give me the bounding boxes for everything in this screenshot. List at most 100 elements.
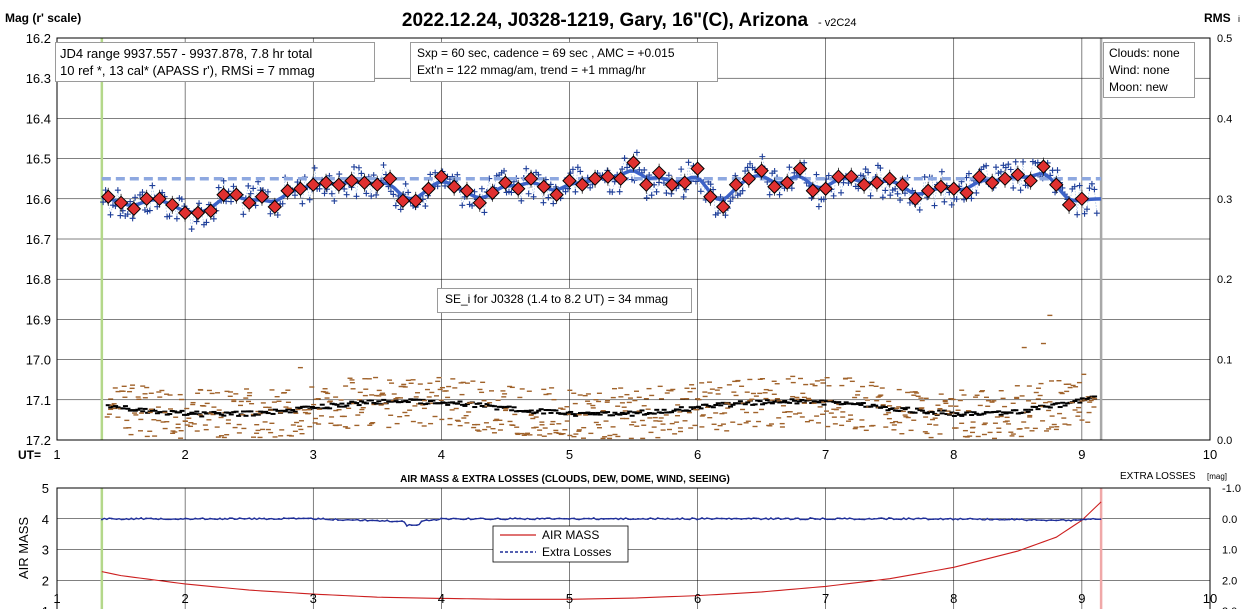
am-y2-tick-label: 0.0 (1222, 514, 1237, 526)
avg-point (972, 169, 987, 184)
am-y2-tick-label: 3.0 (1222, 606, 1237, 609)
y-tick-label: 17.1 (26, 393, 51, 408)
avg-point (434, 169, 449, 184)
raw-point (801, 159, 808, 166)
raw-point (481, 209, 488, 216)
raw-point (1076, 182, 1083, 189)
raw-point (825, 172, 832, 179)
airmass-chart-title: AIR MASS & EXTRA LOSSES (CLOUDS, DEW, DO… (400, 474, 730, 485)
extra-losses-point (292, 517, 295, 519)
raw-point (540, 199, 547, 206)
raw-point (813, 171, 820, 178)
extra-losses-point (597, 518, 600, 521)
extra-losses-point (740, 518, 743, 520)
avg-point (370, 177, 385, 192)
raw-point (892, 185, 899, 192)
jd-range-box: JD4 range 9937.557 - 9937.878, 7.8 hr to… (55, 42, 375, 82)
raw-point (968, 195, 975, 202)
extra-losses-point (952, 518, 954, 521)
avg-point (421, 181, 436, 196)
extra-losses-point (273, 518, 275, 520)
extra-losses-point (317, 517, 320, 520)
am-x-tick-label: 6 (694, 591, 701, 606)
extra-losses-point (140, 517, 142, 519)
y-tick-label: 16.9 (26, 312, 51, 327)
conditions-box: Clouds: none Wind: none Moon: new (1103, 42, 1195, 98)
raw-point (245, 182, 252, 189)
extra-losses-point (415, 524, 418, 526)
avg-point (856, 177, 872, 192)
raw-point (353, 193, 360, 200)
raw-point (550, 200, 557, 207)
y2-axis-label-sub: i (1238, 14, 1240, 24)
raw-connector (102, 152, 1098, 230)
avg-point (203, 203, 218, 219)
raw-point (139, 189, 146, 196)
raw-point (1017, 187, 1024, 194)
extra-losses-point (499, 518, 502, 520)
raw-point (267, 210, 274, 217)
x-tick-label: 4 (438, 447, 445, 462)
raw-point (953, 196, 960, 203)
x-axis-prefix: UT= (18, 448, 41, 462)
extra-losses-point (824, 518, 826, 520)
extra-losses-point (996, 518, 998, 520)
extra-losses-point (1025, 519, 1028, 522)
raw-point (1084, 206, 1091, 213)
raw-point (948, 201, 955, 208)
avg-point (536, 179, 552, 194)
extra-losses-point (711, 518, 713, 520)
extra-losses-point (219, 517, 221, 520)
avg-point (126, 201, 142, 217)
extra-losses-point (804, 518, 807, 521)
extra-losses-point (637, 518, 639, 520)
extra-losses-point (386, 519, 388, 522)
y-axis-label: Mag (r' scale) (5, 11, 81, 25)
extra-losses-point (966, 518, 969, 520)
extra-losses-point (632, 518, 634, 520)
avg-point (1023, 173, 1038, 188)
extra-losses-point (224, 517, 226, 520)
extra-losses-point (548, 517, 551, 519)
extra-losses-point (509, 517, 511, 519)
avg-point (831, 169, 846, 184)
extra-losses-point (401, 520, 403, 522)
raw-point (478, 185, 485, 192)
raw-point (373, 191, 380, 198)
avg-point (165, 197, 180, 213)
avg-point (767, 179, 782, 194)
raw-point (220, 177, 227, 184)
raw-point (648, 192, 655, 199)
am-x-tick-label: 1 (53, 591, 60, 606)
am-y-tick-label: 3 (42, 543, 49, 558)
y2-axis-label: RMS (1204, 11, 1231, 25)
avg-point (613, 171, 628, 186)
raw-point (422, 203, 429, 210)
extra-losses-point (656, 517, 659, 519)
extra-losses-point (897, 518, 900, 520)
x-tick-label: 8 (950, 447, 957, 462)
raw-point (1020, 158, 1027, 165)
legend-airmass-label: AIR MASS (542, 528, 599, 542)
extra-losses-point (612, 517, 615, 520)
raw-point (454, 171, 461, 178)
avg-point (780, 175, 795, 190)
extra-losses-point (228, 517, 231, 519)
avg-point (869, 175, 885, 190)
avg-point (395, 193, 411, 209)
extra-losses-axis-label: EXTRA LOSSES (1120, 471, 1196, 482)
raw-point (621, 155, 628, 162)
y-tick-label: 16.3 (26, 71, 51, 86)
extra-losses-line (101, 517, 1101, 527)
extra-losses-point (425, 519, 428, 521)
raw-point (316, 185, 323, 192)
raw-point (501, 167, 508, 174)
extra-losses-point (489, 518, 492, 521)
extra-losses-point (410, 524, 413, 527)
raw-point (508, 189, 515, 196)
extra-losses-point (376, 519, 379, 522)
extra-losses-point (1070, 520, 1072, 522)
extra-losses-point (602, 518, 605, 520)
x-tick-label: 1 (53, 447, 60, 462)
